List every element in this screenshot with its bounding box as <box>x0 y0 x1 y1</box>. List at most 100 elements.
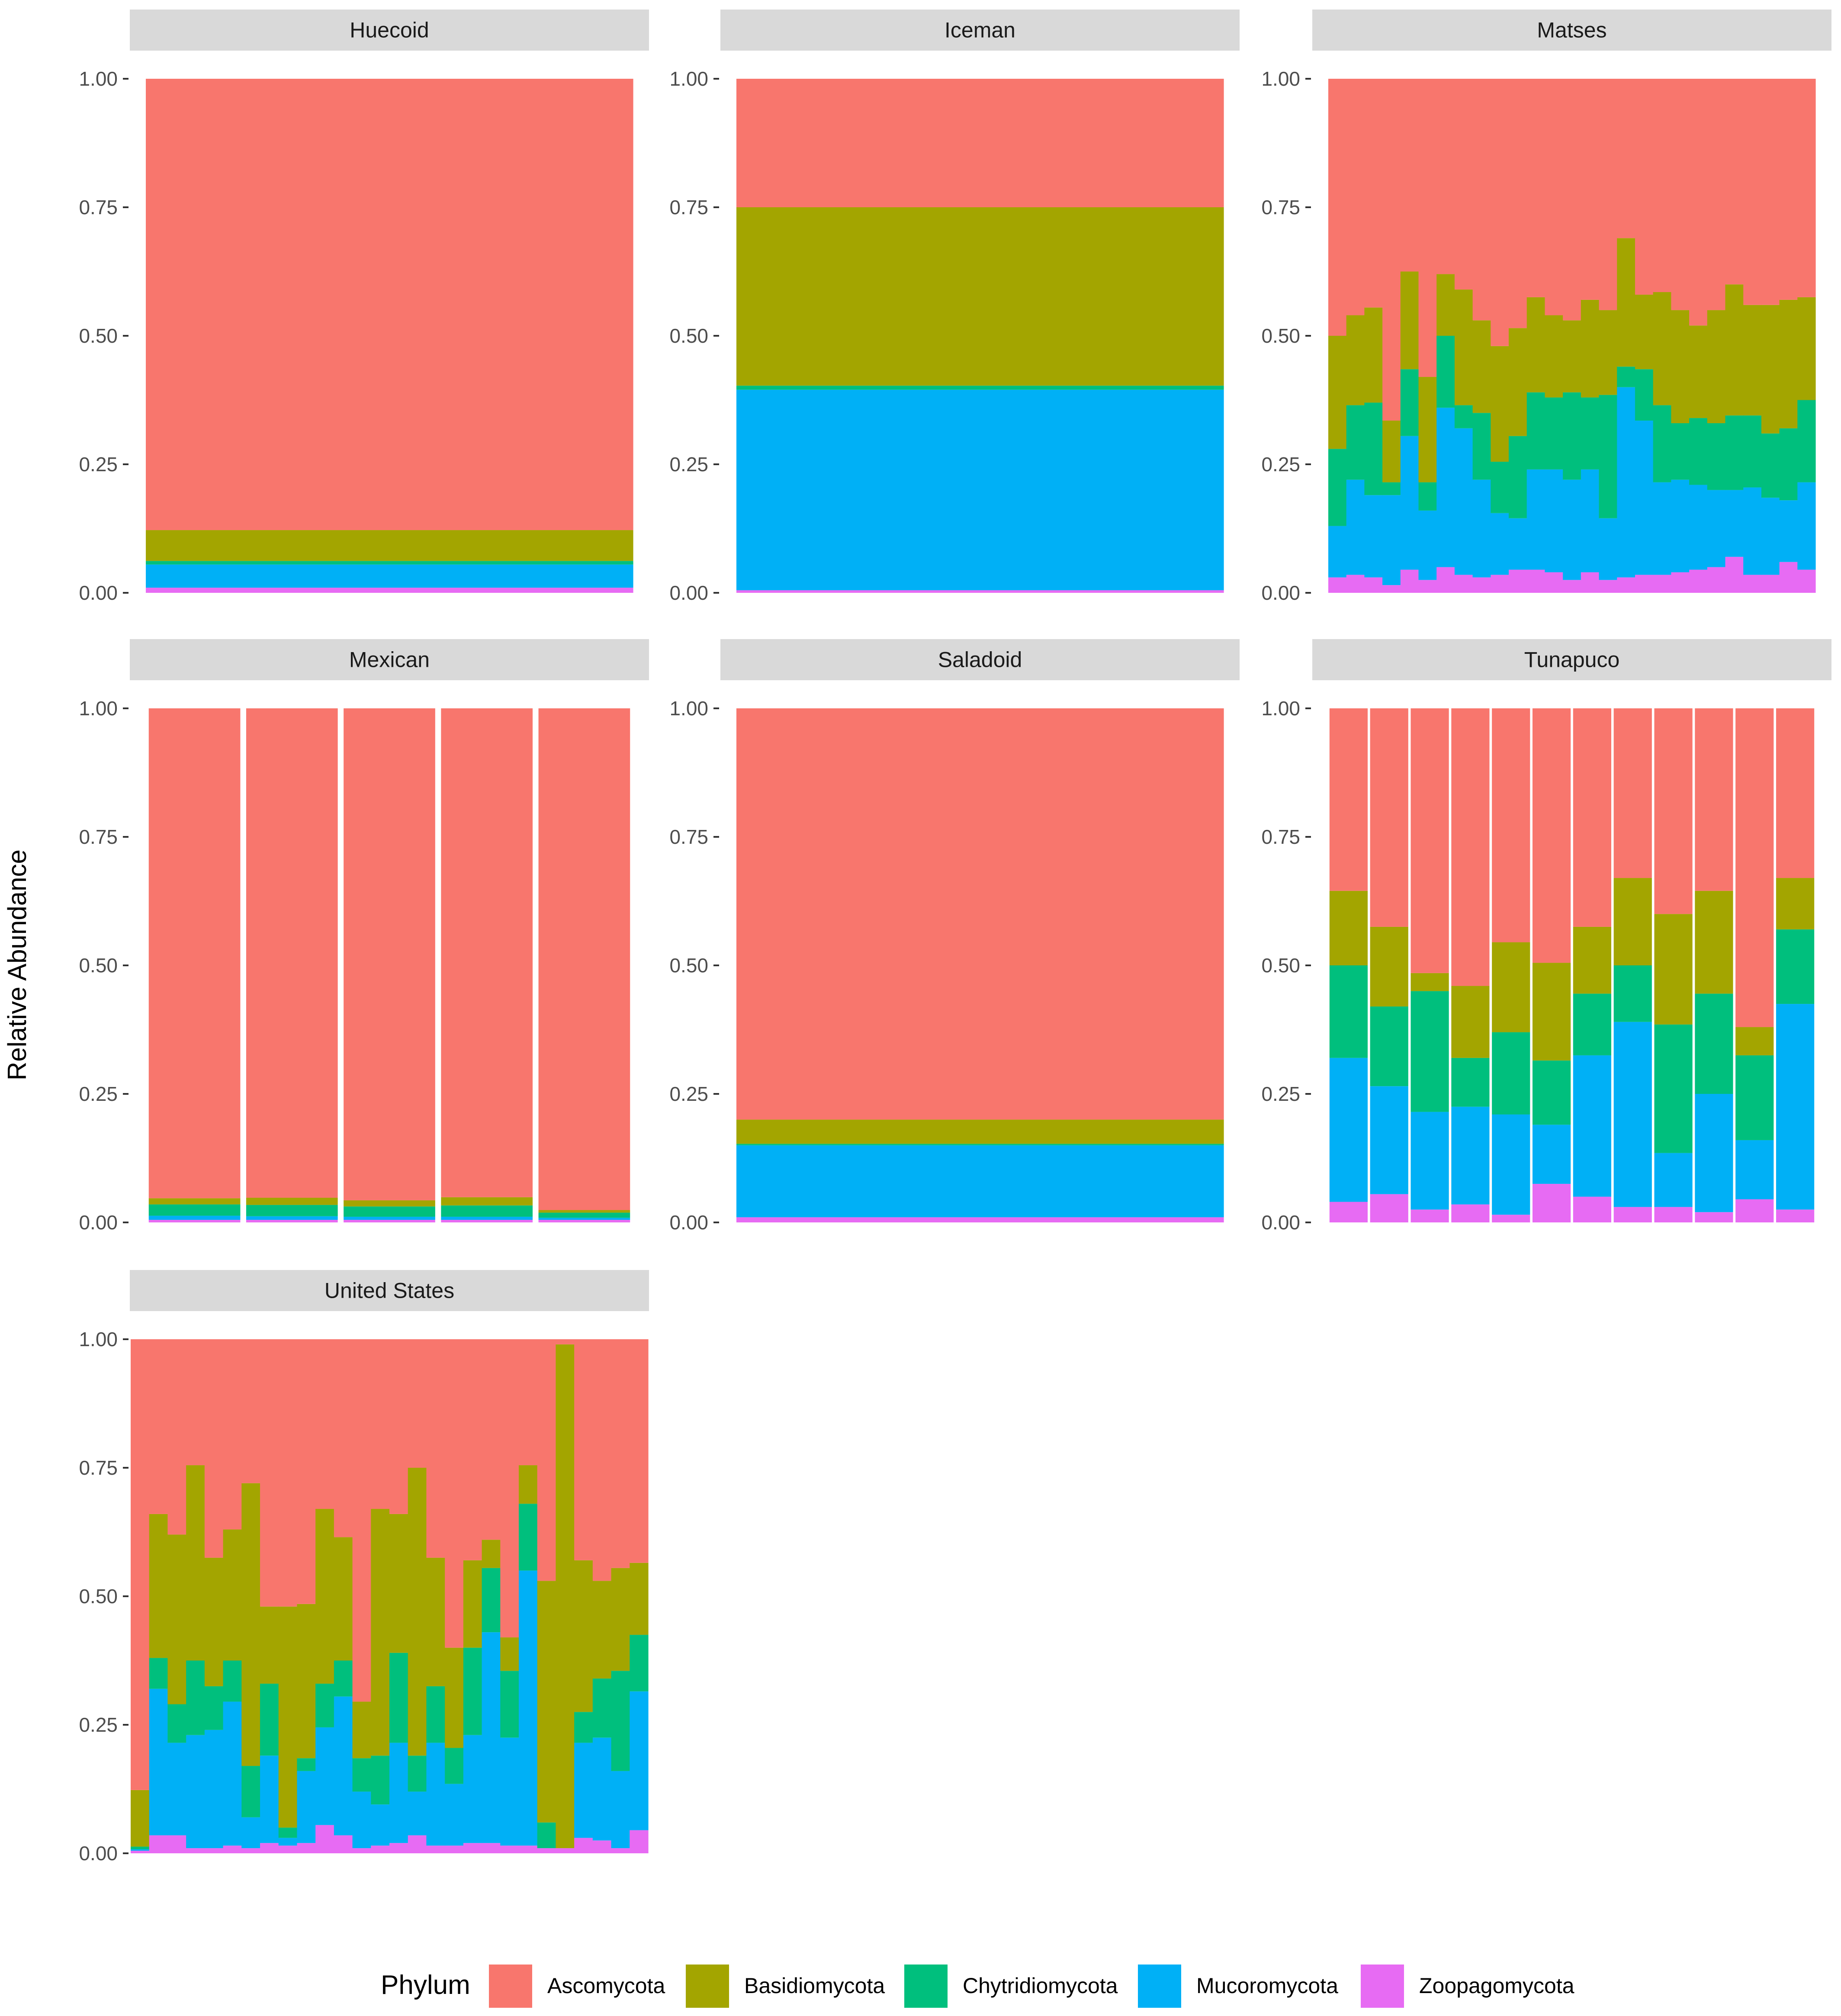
facet-strip-label: Saladoid <box>938 648 1022 672</box>
segment-chytridiomycota <box>334 1660 353 1697</box>
segment-basidiomycota <box>1707 310 1726 423</box>
segment-ascomycota <box>1654 708 1693 914</box>
segment-chytridiomycota <box>1454 405 1473 428</box>
bar-20 <box>482 1339 501 1853</box>
y-tick-label: 0.25 <box>79 1714 118 1736</box>
bar-21 <box>1689 79 1708 593</box>
segment-basidiomycota <box>1671 310 1690 423</box>
bar-3 <box>1364 79 1383 593</box>
segment-ascomycota <box>1526 79 1545 297</box>
segment-chytridiomycota <box>146 561 633 565</box>
segment-basidiomycota <box>1382 421 1401 482</box>
segment-zoopagomycota <box>186 1848 205 1853</box>
segment-chytridiomycota <box>1410 991 1449 1112</box>
segment-mucoromycota <box>482 1632 501 1843</box>
bar-7 <box>1436 79 1455 593</box>
segment-ascomycota <box>574 1339 593 1560</box>
segment-ascomycota <box>736 708 1224 1120</box>
segment-chytridiomycota <box>1761 433 1780 498</box>
y-tick-label: 0.75 <box>79 826 118 848</box>
segment-chytridiomycota <box>1400 369 1419 436</box>
segment-zoopagomycota <box>278 1846 298 1853</box>
segment-zoopagomycota <box>1472 577 1491 593</box>
segment-zoopagomycota <box>1491 575 1509 593</box>
segment-zoopagomycota <box>1671 572 1690 593</box>
bar-1 <box>131 1339 150 1853</box>
segment-ascomycota <box>1599 79 1617 310</box>
bar-10 <box>1491 79 1509 593</box>
segment-mucoromycota <box>1328 526 1347 578</box>
segment-mucoromycota <box>574 1743 593 1838</box>
segment-mucoromycota <box>1654 1153 1693 1207</box>
y-tick-label: 0.00 <box>79 1211 118 1234</box>
bar-14 <box>371 1339 390 1853</box>
segment-ascomycota <box>463 1339 482 1560</box>
segment-mucoromycota <box>1370 1086 1408 1194</box>
y-tick-label: 1.00 <box>1261 68 1300 90</box>
segment-mucoromycota <box>1454 428 1473 575</box>
segment-ascomycota <box>1454 79 1473 290</box>
bar-11 <box>1735 708 1774 1222</box>
segment-chytridiomycota <box>592 1678 612 1738</box>
segment-basidiomycota <box>1509 328 1527 436</box>
segment-basidiomycota <box>1613 878 1652 965</box>
segment-mucoromycota <box>260 1756 279 1843</box>
segment-zoopagomycota <box>1328 577 1347 593</box>
segment-ascomycota <box>1328 79 1347 336</box>
segment-ascomycota <box>131 1339 150 1790</box>
y-tick-label: 1.00 <box>669 68 708 90</box>
bar-5 <box>538 708 630 1222</box>
segment-zoopagomycota <box>389 1843 408 1853</box>
segment-ascomycota <box>1451 708 1490 986</box>
segment-mucoromycota <box>186 1735 205 1849</box>
segment-basidiomycota <box>445 1647 464 1748</box>
segment-ascomycota <box>1563 79 1581 321</box>
segment-basidiomycota <box>556 1344 575 1849</box>
segment-chytridiomycota <box>1654 1024 1693 1153</box>
segment-mucoromycota <box>389 1743 408 1843</box>
segment-ascomycota <box>1472 79 1491 321</box>
segment-mucoromycota <box>1329 1058 1368 1202</box>
segment-zoopagomycota <box>241 1848 260 1853</box>
bar-25 <box>574 1339 593 1853</box>
segment-chytridiomycota <box>1779 428 1798 501</box>
bar-4 <box>1451 708 1490 1222</box>
segment-basidiomycota <box>246 1197 338 1205</box>
bar-11 <box>1509 79 1527 593</box>
segment-chytridiomycota <box>1573 994 1612 1055</box>
segment-zoopagomycota <box>736 1217 1224 1222</box>
segment-ascomycota <box>538 708 630 1210</box>
segment-basidiomycota <box>315 1509 334 1684</box>
segment-chytridiomycota <box>1653 405 1671 482</box>
facet-strip-label: Iceman <box>945 18 1015 42</box>
segment-basidiomycota <box>1689 325 1708 418</box>
segment-ascomycota <box>1400 79 1419 272</box>
legend-item-mucoromycota: Mucoromycota <box>1138 1965 1338 2008</box>
segment-ascomycota <box>260 1339 279 1607</box>
bar-18 <box>445 1339 464 1853</box>
segment-zoopagomycota <box>1797 569 1816 593</box>
y-tick-label: 1.00 <box>79 697 118 720</box>
bar-22 <box>1707 79 1726 593</box>
segment-zoopagomycota <box>611 1848 630 1853</box>
segment-chytridiomycota <box>611 1671 630 1771</box>
segment-mucoromycota <box>1613 1022 1652 1207</box>
bar-1 <box>148 708 241 1222</box>
segment-mucoromycota <box>1776 1004 1815 1210</box>
y-tick-label: 0.00 <box>1261 1211 1300 1234</box>
segment-zoopagomycota <box>1581 572 1600 593</box>
segment-ascomycota <box>149 1339 168 1514</box>
segment-chytridiomycota <box>278 1827 298 1838</box>
segment-zoopagomycota <box>1436 567 1455 593</box>
segment-chytridiomycota <box>1382 482 1401 495</box>
segment-mucoromycota <box>1635 421 1654 575</box>
segment-basidiomycota <box>426 1557 445 1686</box>
panel-huecoid: Huecoid 0.00 0.25 0.50 0.75 1.00 <box>79 10 649 604</box>
bar-12 <box>1776 708 1815 1222</box>
facet-panels: Huecoid 0.00 0.25 0.50 0.75 1.00 Iceman 0.00 0.2… <box>79 10 1831 1865</box>
segment-chytridiomycota <box>131 1846 150 1849</box>
segment-mucoromycota <box>1364 495 1383 578</box>
y-tick-label: 0.75 <box>1261 196 1300 219</box>
segment-chytridiomycota <box>352 1758 371 1792</box>
segment-ascomycota <box>241 1339 260 1483</box>
